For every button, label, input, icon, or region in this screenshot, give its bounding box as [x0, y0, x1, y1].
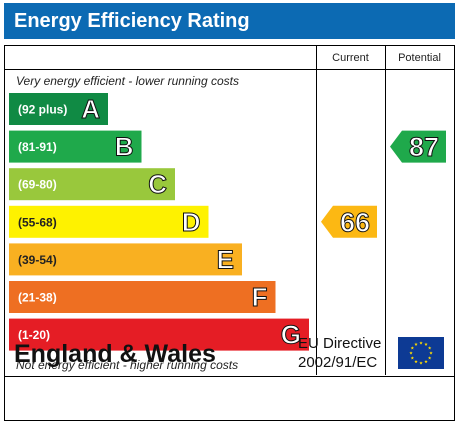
band-range: (21-38) [18, 291, 57, 305]
current-column-divider [316, 46, 317, 375]
region-label: England & Wales [14, 340, 216, 368]
potential-rating-arrow: 87 [390, 130, 446, 163]
band-range: (1-20) [18, 328, 50, 342]
current-rating-arrow-shape [321, 205, 377, 238]
flag-star [424, 342, 428, 346]
flag-star [419, 341, 423, 345]
flag-star [414, 359, 418, 364]
band-c: (69-80) C [9, 168, 175, 201]
current-rating-arrow-value: 66 [340, 207, 370, 237]
band-range: (92 plus) [18, 103, 67, 117]
flag-star [414, 342, 418, 346]
flag-star [419, 361, 423, 365]
band-a: (92 plus) A [9, 93, 108, 125]
band-bar-a [9, 93, 108, 125]
flag-star [427, 346, 432, 350]
band-letter: C [148, 169, 167, 199]
potential-column-divider [385, 46, 386, 375]
band-bar-f [9, 281, 276, 313]
band-bar-b [9, 130, 142, 163]
band-g: (1-20) G [9, 318, 309, 351]
band-bar-d [9, 205, 209, 238]
band-b: (81-91) B [9, 130, 142, 163]
flag-star [410, 346, 415, 350]
band-letter: A [81, 94, 100, 124]
band-range: (69-80) [18, 178, 57, 192]
band-bar-c [9, 168, 175, 201]
eu-flag-icon [398, 337, 444, 369]
band-d: (55-68) D [9, 205, 209, 238]
footer-divider [5, 376, 454, 377]
band-letter: E [217, 244, 234, 274]
band-letter: F [252, 282, 268, 312]
flag-star [409, 351, 413, 355]
band-letter: B [115, 132, 134, 162]
flag-star [424, 359, 428, 364]
band-range: (55-68) [18, 215, 57, 229]
band-letter: D [182, 207, 201, 237]
current-column-header: Current [332, 52, 369, 64]
band-f: (21-38) F [9, 281, 276, 313]
band-range: (81-91) [18, 140, 57, 154]
eu-directive: EU Directive 2002/91/EC [298, 334, 381, 372]
bottom-note: Not energy efficient - higher running co… [16, 358, 239, 372]
flag-star [429, 351, 433, 355]
header-divider [5, 69, 454, 70]
band-bar-e [9, 243, 242, 276]
directive-line-2: 2002/91/EC [298, 354, 378, 371]
page-title: Energy Efficiency Rating [4, 3, 455, 39]
rating-frame: Current Potential Very energy efficient … [4, 45, 455, 421]
directive-line-1: EU Directive [298, 335, 382, 352]
band-letter: G [281, 320, 301, 350]
band-bar-g [9, 318, 309, 351]
band-range: (39-54) [18, 253, 57, 267]
band-e: (39-54) E [9, 243, 242, 276]
top-note: Very energy efficient - lower running co… [16, 74, 239, 88]
flag-star [427, 356, 432, 360]
potential-rating-arrow-value: 87 [409, 132, 439, 162]
potential-rating-arrow-shape [390, 130, 446, 163]
flag-star [410, 356, 415, 360]
potential-column-header: Potential [398, 52, 441, 64]
current-rating-arrow: 66 [321, 205, 377, 238]
